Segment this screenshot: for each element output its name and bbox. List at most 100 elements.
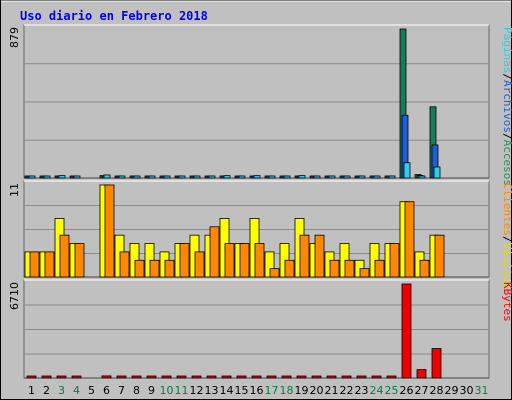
- chart-title: Uso diario en Febrero 2018: [20, 9, 208, 23]
- bar-middle-clientes-day-2: [44, 251, 55, 278]
- bar-middle-clientes-day-14: [224, 243, 235, 278]
- bar-middle-clientes-day-23: [359, 268, 370, 278]
- legend-entry: Accesos: [501, 140, 512, 186]
- bar-middle-clientes-day-26: [404, 201, 415, 278]
- bar-top-páginas-day-3: [58, 175, 66, 179]
- legend-bottom: KBytes: [501, 282, 512, 322]
- bar-bottom-kbytes-day-11: [176, 375, 187, 379]
- x-tick-label-1: 1: [28, 384, 35, 397]
- bar-bottom-kbytes-day-23: [356, 375, 367, 379]
- bar-middle-clientes-day-18: [284, 259, 295, 278]
- bar-middle-clientes-day-12: [194, 251, 205, 278]
- bar-middle-clientes-day-27: [419, 259, 430, 278]
- x-axis: 1 2 3 4 5 6 7 8 9 10 11 12 13 14 15 16 17 18 19 20 21 22 23 24 2…: [28, 384, 489, 397]
- bar-middle-clientes-day-22: [344, 259, 355, 278]
- bar-middle-clientes-day-19: [299, 234, 310, 278]
- legend-entry: KBytes: [501, 282, 512, 322]
- x-tick-label-19: 19: [295, 384, 309, 397]
- x-tick-label-11: 11: [175, 384, 189, 397]
- bar-top-páginas-day-14: [223, 175, 231, 179]
- bar-top-páginas-day-23: [358, 175, 366, 179]
- bar-top-páginas-day-25: [388, 175, 396, 179]
- panels: 879Páginas/Archivos/Accesos11Clientes/Vi…: [8, 24, 512, 379]
- bar-bottom-kbytes-day-19: [296, 375, 307, 379]
- x-tick-label-29: 29: [445, 384, 459, 397]
- legend-entry: /: [501, 236, 512, 243]
- bar-top-páginas-day-18: [283, 175, 291, 179]
- bar-middle-clientes-day-11: [179, 243, 190, 278]
- x-tick-label-26: 26: [400, 384, 414, 397]
- bar-top-páginas-day-1: [28, 175, 36, 179]
- bar-middle-clientes-day-16: [254, 243, 265, 278]
- y-max-label: 11: [8, 183, 21, 197]
- x-tick-label-10: 10: [160, 384, 174, 397]
- legend-entry: Clientes: [501, 183, 512, 236]
- bar-bottom-kbytes-day-25: [386, 375, 397, 379]
- bar-top-páginas-day-19: [298, 175, 306, 179]
- bar-bottom-kbytes-day-10: [161, 375, 172, 379]
- x-tick-label-25: 25: [385, 384, 399, 397]
- bar-bottom-kbytes-day-18: [281, 375, 292, 379]
- panel-middle: 11 Clientes/Visitas: [8, 180, 512, 289]
- bar-bottom-kbytes-day-3: [56, 375, 67, 379]
- bar-top-páginas-day-28: [433, 166, 441, 179]
- x-tick-label-21: 21: [325, 384, 339, 397]
- x-tick-label-31: 31: [475, 384, 489, 397]
- bar-top-páginas-day-8: [133, 175, 141, 179]
- bar-top-páginas-day-12: [193, 175, 201, 179]
- bar-middle-clientes-day-21: [329, 259, 340, 278]
- bar-top-páginas-day-7: [118, 175, 126, 179]
- bar-top-páginas-day-4: [73, 175, 81, 179]
- x-tick-label-12: 12: [190, 384, 204, 397]
- bar-middle-clientes-day-10: [164, 259, 175, 278]
- x-tick-label-16: 16: [250, 384, 264, 397]
- bar-top-páginas-day-24: [373, 175, 381, 179]
- legend-entry: /: [501, 133, 512, 140]
- bar-top-páginas-day-21: [328, 175, 336, 179]
- bar-top-páginas-day-13: [208, 175, 216, 179]
- x-tick-label-15: 15: [235, 384, 249, 397]
- bar-bottom-kbytes-day-4: [71, 375, 82, 379]
- bar-top-páginas-day-17: [268, 175, 276, 179]
- x-tick-label-22: 22: [340, 384, 354, 397]
- bar-top-páginas-day-15: [238, 175, 246, 179]
- bar-top-páginas-day-26: [403, 162, 411, 179]
- bar-middle-clientes-day-15: [239, 243, 250, 278]
- bar-middle-clientes-day-3: [59, 234, 70, 278]
- legend-entry: Archivos: [501, 80, 512, 133]
- bar-bottom-kbytes-day-14: [221, 375, 232, 379]
- bar-middle-clientes-day-28: [434, 234, 445, 278]
- x-tick-label-17: 17: [265, 384, 279, 397]
- x-tick-label-23: 23: [355, 384, 369, 397]
- x-tick-label-24: 24: [370, 384, 384, 397]
- x-tick-label-13: 13: [205, 384, 219, 397]
- x-tick-label-18: 18: [280, 384, 294, 397]
- bar-bottom-kbytes-day-13: [206, 375, 217, 379]
- bar-bottom-kbytes-day-17: [266, 375, 277, 379]
- bar-bottom-kbytes-day-2: [41, 375, 52, 379]
- bar-middle-clientes-day-13: [209, 226, 220, 278]
- bar-middle-clientes-day-6: [104, 184, 115, 278]
- x-tick-label-6: 6: [103, 384, 110, 397]
- legend-entry: Páginas: [501, 27, 512, 73]
- x-tick-label-20: 20: [310, 384, 324, 397]
- bar-middle-clientes-day-8: [134, 259, 145, 278]
- x-tick-label-5: 5: [88, 384, 95, 397]
- panel-bottom: 6710 KBytes: [8, 279, 512, 379]
- legend-top: Páginas/Archivos/Accesos: [501, 27, 512, 186]
- bar-bottom-kbytes-day-1: [26, 375, 37, 379]
- legend-entry: /: [501, 73, 512, 80]
- bar-bottom-kbytes-day-8: [131, 375, 142, 379]
- bar-bottom-kbytes-day-12: [191, 375, 202, 379]
- bar-middle-visitas-day-17: [264, 251, 275, 278]
- bar-top-páginas-day-20: [313, 175, 321, 179]
- bar-top-páginas-day-22: [343, 175, 351, 179]
- bar-top-páginas-day-6: [103, 174, 111, 179]
- bar-top-páginas-day-16: [253, 175, 261, 179]
- bar-bottom-kbytes-day-16: [251, 375, 262, 379]
- bar-middle-clientes-day-24: [374, 259, 385, 278]
- bar-bottom-kbytes-day-20: [311, 375, 322, 379]
